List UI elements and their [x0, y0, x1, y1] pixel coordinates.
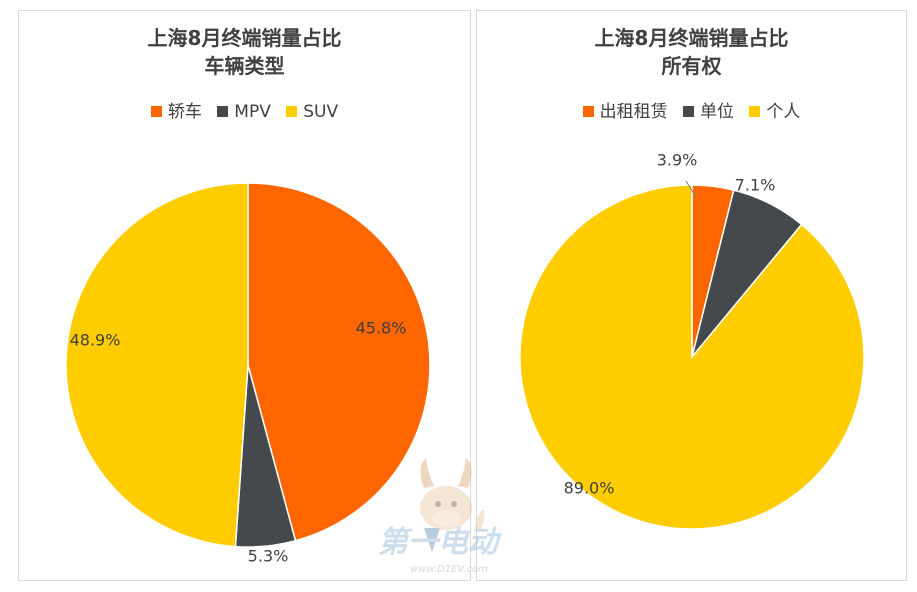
legend-label-rental: 出租租赁 [599, 102, 668, 122]
legend-swatch-rental [582, 106, 594, 117]
legend-item-rental: 出租租赁 [582, 97, 668, 122]
legend-label-organization: 单位 [700, 102, 734, 122]
chart-subtitle: 车辆类型 [204, 54, 285, 78]
pie-slice-sedan [247, 182, 431, 542]
chart-title: 上海8月终端销量占比 [594, 26, 789, 50]
legend-label-suv: SUV [303, 102, 339, 122]
pie-slice-suv [65, 182, 249, 548]
pie-chart-ownership: 3.9% 7.1% 89.0% [519, 151, 865, 530]
legend-label-individual: 个人 [766, 102, 801, 122]
legend-swatch-suv [286, 106, 298, 117]
legend-item-mpv: MPV [217, 102, 271, 122]
legend-item-sedan: 轿车 [150, 97, 202, 122]
data-label-sedan: 45.8% [356, 319, 407, 338]
legend-swatch-organization [683, 106, 694, 117]
data-label-organization: 7.1% [735, 176, 776, 195]
pie-slice-individual [519, 184, 865, 530]
chart-panel-vehicle-type: 上海8月终端销量占比 车辆类型 轿车 MPV SUV 45.8% 5.3% 48.9… [18, 10, 471, 581]
legend-swatch-mpv [217, 106, 229, 117]
data-label-suv: 48.9% [70, 331, 121, 350]
data-label-leader-line [685, 180, 697, 198]
chart-legend: 轿车 MPV SUV [19, 97, 470, 122]
legend-item-individual: 个人 [749, 97, 800, 122]
legend-label-sedan: 轿车 [167, 102, 202, 122]
chart-title: 上海8月终端销量占比 [147, 26, 342, 50]
chart-panel-ownership: 上海8月终端销量占比 所有权 出租租赁 单位 个人 3.9% 7.1% 89.0% [476, 10, 907, 581]
data-label-mpv: 5.3% [248, 547, 289, 566]
data-label-individual: 89.0% [564, 479, 615, 498]
data-label-rental: 3.9% [657, 151, 698, 170]
legend-swatch-sedan [150, 106, 162, 117]
legend-swatch-individual [749, 106, 761, 117]
legend-label-mpv: MPV [234, 102, 271, 122]
chart-subtitle: 所有权 [661, 54, 722, 78]
legend-item-organization: 单位 [683, 97, 734, 122]
legend-item-suv: SUV [286, 102, 338, 122]
chart-legend: 出租租赁 单位 个人 [477, 97, 906, 122]
pie-chart-vehicle-type: 45.8% 5.3% 48.9% [65, 182, 431, 566]
